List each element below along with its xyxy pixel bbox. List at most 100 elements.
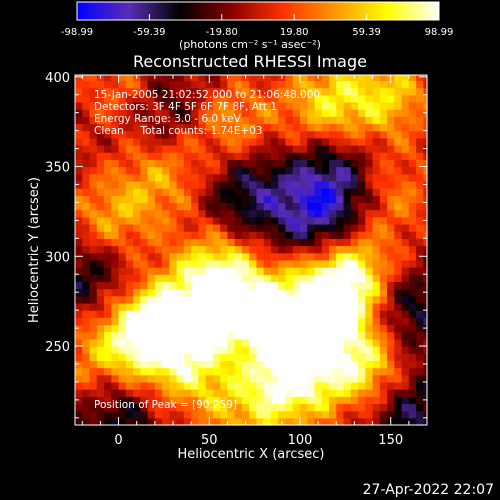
heatmap-cell <box>278 195 287 204</box>
heatmap-cell <box>321 281 330 290</box>
heatmap-cell <box>408 295 417 304</box>
heatmap-cell <box>241 202 250 211</box>
heatmap-cell <box>387 389 395 397</box>
heatmap-cell <box>162 331 170 340</box>
heatmap-cell <box>82 116 91 125</box>
heatmap-cell <box>241 101 250 110</box>
heatmap-cell <box>227 367 236 376</box>
heatmap-cell <box>408 381 417 390</box>
heatmap-cell <box>249 94 258 103</box>
heatmap-cell <box>176 223 185 232</box>
heatmap-cell <box>394 274 403 283</box>
heatmap-cell <box>270 396 279 405</box>
heatmap-cell <box>372 324 381 333</box>
heatmap-cell <box>169 109 178 117</box>
footer-timestamp: 27-Apr-2022 22:07 <box>362 482 494 498</box>
heatmap-cell <box>256 310 265 318</box>
heatmap-cell <box>227 267 236 275</box>
heatmap-cell <box>299 353 308 361</box>
heatmap-cell <box>292 338 301 347</box>
heatmap-cell <box>336 360 345 369</box>
heatmap-cell <box>423 367 428 376</box>
heatmap-cell <box>133 331 141 340</box>
heatmap-cell <box>169 231 178 239</box>
heatmap-cell <box>307 252 316 261</box>
heatmap-cell <box>118 195 127 204</box>
heatmap-cell <box>111 209 120 218</box>
heatmap-cell <box>314 80 323 89</box>
heatmap-cell <box>256 216 265 225</box>
heatmap-cell <box>350 389 359 397</box>
heatmap-cell <box>394 288 403 297</box>
heatmap-cell <box>111 159 120 168</box>
heatmap-cell <box>234 267 243 275</box>
heatmap-cell <box>387 109 395 117</box>
heatmap-cell <box>147 116 156 125</box>
heatmap-cell <box>387 180 395 189</box>
heatmap-cell <box>89 231 98 239</box>
heatmap-cell <box>198 245 207 254</box>
heatmap-cell <box>343 252 352 261</box>
heatmap-cell <box>314 288 323 297</box>
heatmap-cell <box>314 87 323 96</box>
heatmap-cell <box>169 152 178 160</box>
heatmap-cell <box>227 75 236 81</box>
heatmap-cell <box>343 245 352 254</box>
heatmap-cell <box>89 101 98 110</box>
heatmap-cell <box>379 188 388 196</box>
heatmap-cell <box>263 109 272 117</box>
heatmap-cell <box>321 137 330 146</box>
heatmap-cell <box>350 274 359 283</box>
heatmap-cell <box>358 252 366 261</box>
heatmap-cell <box>234 180 243 189</box>
heatmap-cell <box>133 101 141 110</box>
heatmap-cell <box>256 130 265 139</box>
heatmap-cell <box>183 288 192 297</box>
heatmap-cell <box>212 331 221 340</box>
heatmap-cell <box>154 302 163 311</box>
heatmap-cell <box>379 417 388 426</box>
heatmap-cell <box>314 173 323 182</box>
heatmap-cell <box>379 231 388 239</box>
heatmap-cell <box>365 295 374 304</box>
heatmap-cell <box>191 396 199 405</box>
heatmap-cell <box>111 389 120 397</box>
heatmap-cell <box>379 137 388 146</box>
heatmap-cell <box>147 302 156 311</box>
heatmap-cell <box>336 331 345 340</box>
heatmap-cell <box>241 216 250 225</box>
heatmap-cell <box>191 245 199 254</box>
heatmap-cell <box>387 87 395 96</box>
heatmap-cell <box>270 381 279 390</box>
heatmap-cell <box>75 116 83 125</box>
heatmap-cell <box>394 302 403 311</box>
heatmap-cell <box>176 403 185 412</box>
heatmap-cell <box>263 137 272 146</box>
heatmap-cell <box>350 195 359 204</box>
heatmap-cell <box>220 245 229 254</box>
heatmap-cell <box>321 360 330 369</box>
heatmap-cell <box>176 417 185 426</box>
heatmap-cell <box>234 202 243 211</box>
heatmap-cell <box>104 223 112 232</box>
heatmap-cell <box>75 137 83 146</box>
heatmap-cell <box>75 338 83 347</box>
heatmap-cell <box>394 130 403 139</box>
heatmap-cell <box>82 123 91 132</box>
y-tick-label: 400 <box>45 71 70 86</box>
heatmap-cell <box>234 101 243 110</box>
heatmap-cell <box>82 338 91 347</box>
heatmap-cell <box>241 209 250 218</box>
heatmap-cell <box>154 367 163 376</box>
heatmap-cell <box>408 346 417 354</box>
heatmap-cell <box>256 338 265 347</box>
heatmap-cell <box>176 166 185 175</box>
heatmap-cell <box>423 130 428 139</box>
heatmap-cell <box>220 274 229 283</box>
heatmap-cell <box>314 109 323 117</box>
heatmap-cell <box>82 302 91 311</box>
heatmap-cell <box>285 130 294 139</box>
heatmap-cell <box>205 252 214 261</box>
heatmap-cell <box>394 410 403 419</box>
heatmap-cell <box>162 137 170 146</box>
